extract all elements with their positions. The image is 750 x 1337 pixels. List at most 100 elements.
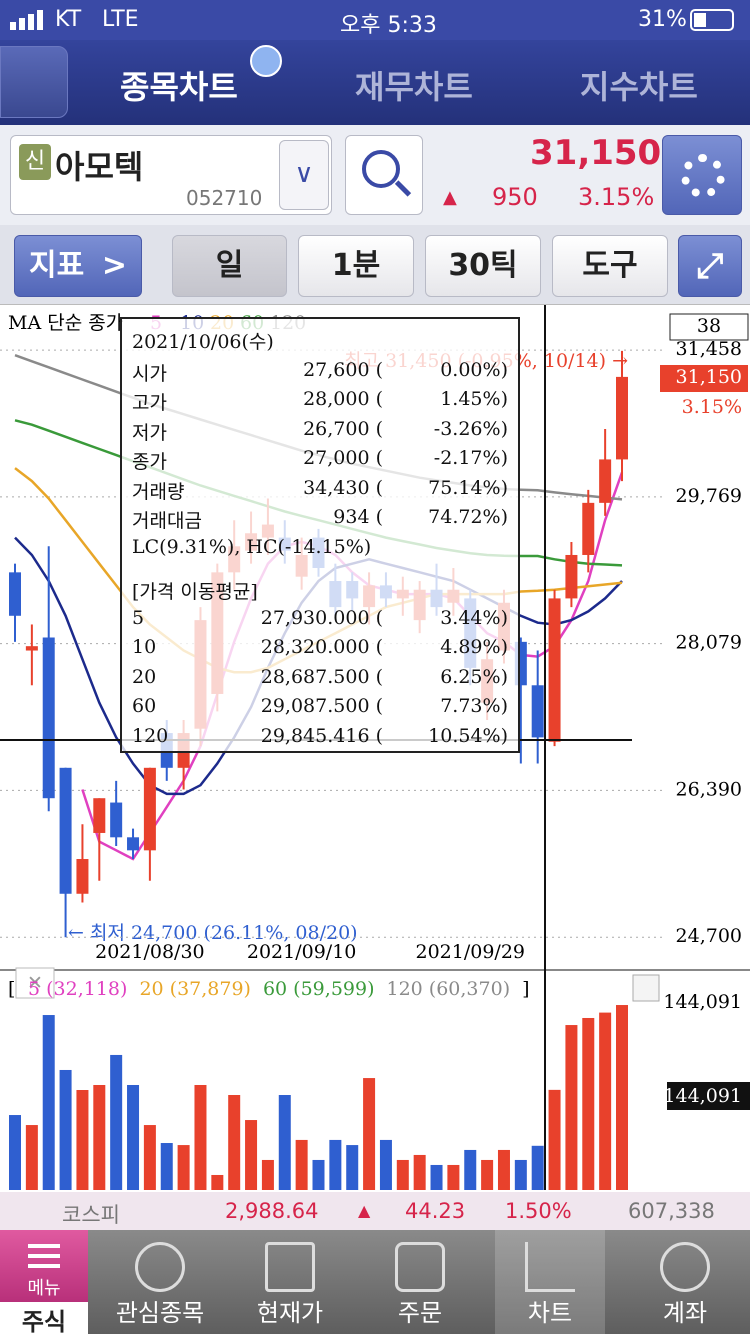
bottom-nav: 메뉴 주식 관심종목 현재가 주문 차트 계좌 (0, 1230, 750, 1336)
y-tick-label: 24,700 (676, 925, 742, 947)
nav-label: 관심종목 (115, 1299, 205, 1327)
expand-button[interactable]: ⤢ (678, 235, 742, 297)
volume-bar (261, 1159, 274, 1190)
tooltip-cell: -3.26%) (433, 417, 508, 440)
tooltip-cell: 20 (132, 665, 157, 688)
menu-button[interactable]: 메뉴 (0, 1230, 88, 1302)
toolbar: 지표 > 일 1분 30틱 도구 ⤢ (0, 225, 750, 305)
tab-bar: 종목차트 재무차트 지수차트 (0, 40, 750, 125)
ma-legend: MA 단순 종가 (8, 312, 123, 334)
tooltip-cell: 3.44%) (440, 606, 508, 629)
tooltip-row: [가격 이동평균] (132, 577, 508, 603)
volume-bar (616, 1005, 628, 1190)
nav-item[interactable]: 현재가 (235, 1230, 345, 1334)
volume-bar (177, 1145, 190, 1190)
volume-legend-item: 5 (32,118) (28, 978, 127, 1000)
x-tick-label: 2021/08/30 (95, 941, 205, 963)
volume-bar (531, 1145, 544, 1190)
volume-bar (110, 1054, 123, 1190)
volume-legend-item: 20 (37,879) (139, 978, 251, 1000)
back-button[interactable] (0, 46, 68, 118)
settings-button[interactable] (662, 135, 742, 215)
tooltip: 2021/10/06(수) 시가 27,600 (0.00%) 고가 28,000 (1… (120, 317, 520, 753)
candle-body (25, 646, 38, 651)
signal-icon (10, 10, 46, 30)
tooltip-row: 60 29,087.500 (7.73%) (132, 695, 508, 721)
volume-bar (312, 1159, 325, 1190)
x-tick-label: 2021/09/29 (415, 941, 525, 963)
battery-percent: 31% (638, 7, 687, 32)
candle-body (548, 598, 561, 742)
volume-bar (599, 1012, 612, 1190)
tooltip-cell: 5 (132, 606, 145, 629)
tick-button[interactable]: 30틱 (425, 235, 541, 297)
tooltip-cell: 0.00%) (440, 358, 508, 381)
nav-item[interactable]: 계좌 (630, 1230, 740, 1334)
battery-icon (690, 9, 734, 31)
nav-item-active[interactable]: 주식 (0, 1302, 88, 1336)
nav-item[interactable]: 주문 (365, 1230, 475, 1334)
tooltip-cell: 저가 (132, 421, 167, 444)
y-tick-label: 31,458 (676, 338, 742, 360)
tooltip-cell: 34,430 ( (303, 476, 383, 499)
tools-button[interactable]: 도구 (552, 235, 668, 297)
tab-active[interactable]: 종목차트 (120, 68, 238, 106)
clock: 오후 5:33 (340, 13, 437, 38)
volume-bar (76, 1090, 89, 1190)
stock-selector[interactable]: 신 아모텍 052710 ∨ (10, 135, 332, 215)
volume-bar (379, 1139, 392, 1190)
tooltip-lchc: LC(9.31%), HC(-14.15%) (132, 535, 372, 558)
tooltip-cell: 29,087.500 ( (260, 695, 383, 717)
stock-row: 신 아모텍 052710 ∨ 31,150 ▲ 950 3.15% (0, 125, 750, 225)
tooltip-cell: 27,000 ( (303, 447, 383, 469)
stock-name: 아모텍 (55, 148, 144, 186)
tab[interactable]: 재무차트 (355, 68, 473, 106)
minute-button[interactable]: 1분 (298, 235, 414, 297)
close-button[interactable] (15, 967, 55, 999)
index-arrow: ▲ (358, 1201, 371, 1220)
volume-bar (42, 1015, 55, 1190)
stock-arrow: ▲ (443, 187, 457, 208)
tooltip-date: 2021/10/06(수) (132, 331, 274, 353)
dropdown-button[interactable]: ∨ (279, 140, 329, 210)
low-note: ← 최저 24,700 (26.11%, 08/20) (68, 922, 358, 944)
nav-item[interactable]: 관심종목 (105, 1230, 215, 1334)
candle-body (59, 767, 72, 894)
volume-bar (396, 1159, 409, 1190)
period-button[interactable]: 일 (172, 235, 287, 297)
change-tag: 3.15% (682, 396, 742, 418)
index-name: 코스피 (62, 1203, 120, 1227)
volume-bar (548, 1089, 561, 1190)
volume-legend-item: 120 (60,370) (387, 978, 511, 1000)
volume-bar (194, 1084, 207, 1190)
scroll-handle[interactable] (632, 974, 660, 1002)
indicator-button[interactable]: 지표 > (14, 235, 142, 297)
tooltip-row: 20 28,687.500 (6.25%) (132, 666, 508, 692)
tooltip-row: 5 27,930.000 (3.44%) (132, 607, 508, 633)
tooltip-cell: 6.25%) (440, 665, 508, 688)
volume-bar (160, 1143, 173, 1190)
index-value: 2,988.64 (225, 1199, 319, 1223)
volume-bar (25, 1125, 38, 1190)
stock-price: 31,150 (530, 133, 662, 173)
tooltip-row: 거래대금 934 (74.72%) (132, 506, 508, 532)
index-volume: 607,338 (628, 1199, 715, 1223)
tooltip-row: 거래량 34,430 (75.14%) (132, 477, 508, 503)
tooltip-cell: 4.89%) (440, 636, 508, 658)
stock-badge: 신 (19, 144, 51, 180)
volume-bar (430, 1164, 443, 1190)
tab[interactable]: 지수차트 (580, 68, 698, 106)
tooltip-cell: 고가 (132, 392, 167, 414)
candle-body (143, 767, 156, 851)
volume-bar (278, 1095, 291, 1190)
nav-item[interactable]: 차트 (495, 1230, 605, 1334)
candle-body (9, 572, 21, 616)
indicator-label: 지표 (29, 248, 85, 283)
price-tag-bg (660, 365, 748, 392)
volume-bar (481, 1159, 494, 1190)
search-button[interactable] (345, 135, 423, 215)
volume-bar (464, 1149, 477, 1190)
last-box (669, 313, 749, 341)
volume-bar (127, 1084, 140, 1190)
